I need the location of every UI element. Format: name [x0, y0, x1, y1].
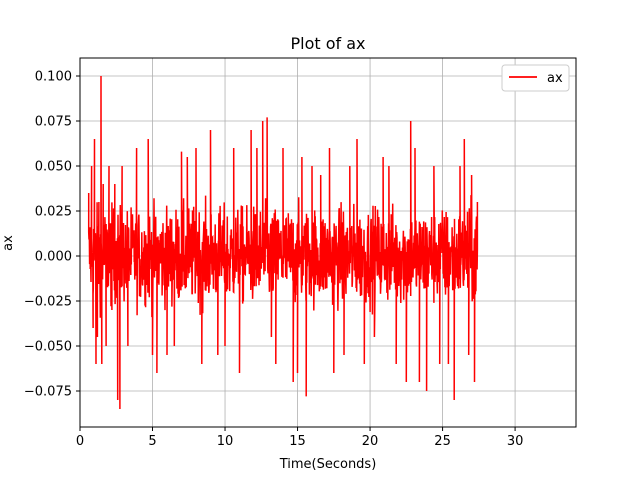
x-axis: 0 5 10 15 20 25 30 — [76, 427, 524, 449]
x-tick-label: 15 — [289, 434, 306, 449]
x-tick-label: 10 — [217, 434, 234, 449]
x-tick-label: 5 — [148, 434, 156, 449]
legend: ax — [501, 64, 570, 92]
y-tick-label: −0.075 — [24, 385, 72, 400]
y-axis-label: ax — [1, 235, 16, 251]
x-tick-label: 0 — [76, 434, 84, 449]
y-axis: −0.075 −0.050 −0.025 0.000 0.025 0.050 0.075 0.… — [24, 70, 80, 400]
y-tick-label: 0.075 — [35, 115, 72, 130]
series-line-ax — [87, 75, 479, 410]
y-tick-label: −0.025 — [24, 295, 72, 310]
y-tick-label: 0.025 — [35, 205, 72, 220]
x-tick-label: 25 — [434, 434, 451, 449]
x-axis-label: Time(Seconds) — [279, 457, 377, 472]
y-tick-label: 0.000 — [35, 250, 72, 265]
legend-label-ax: ax — [547, 71, 563, 86]
y-tick-label: 0.100 — [35, 70, 72, 85]
x-tick-label: 20 — [362, 434, 379, 449]
legend-box — [501, 64, 570, 92]
plot-frame — [79, 57, 577, 428]
x-tick-label: 30 — [507, 434, 524, 449]
series-layer — [87, 75, 479, 410]
y-tick-label: 0.050 — [35, 160, 72, 175]
y-tick-label: −0.050 — [24, 340, 72, 355]
chart-title: Plot of ax — [290, 34, 365, 53]
